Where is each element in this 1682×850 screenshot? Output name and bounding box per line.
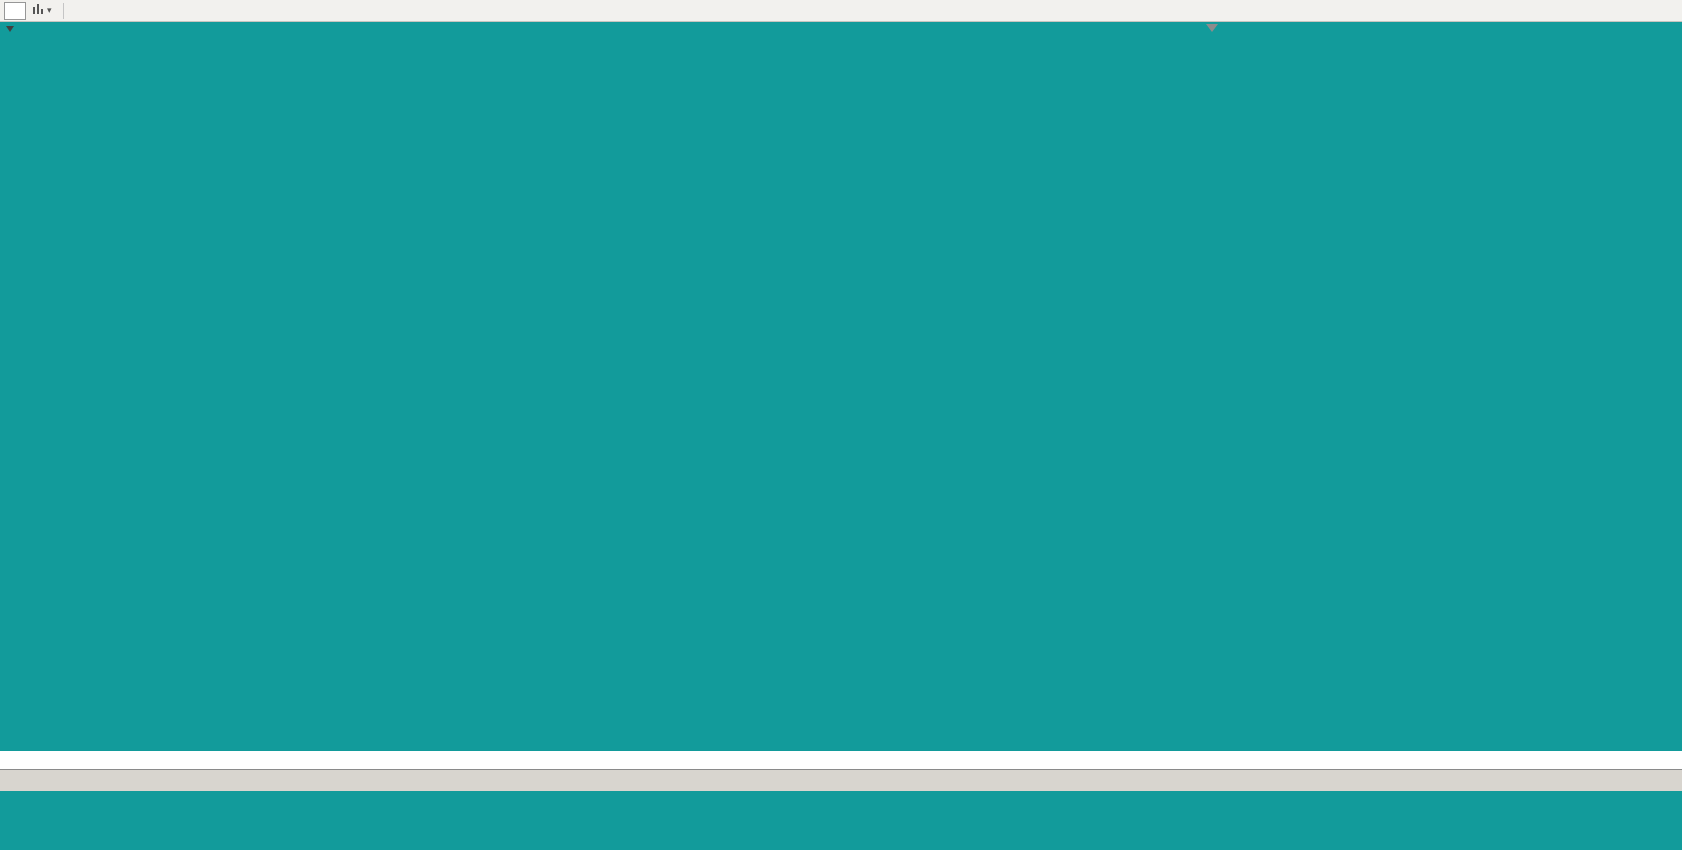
price-axis[interactable] xyxy=(1598,22,1682,751)
collapse-arrow-icon[interactable] xyxy=(6,26,14,32)
tab-bar xyxy=(0,769,1682,791)
time-axis[interactable] xyxy=(0,751,1682,769)
toolbar-separator xyxy=(62,2,64,19)
toolbar: ▾ xyxy=(0,0,1682,22)
chart-tools-button[interactable]: ▾ xyxy=(26,2,58,20)
chevron-down-icon: ▾ xyxy=(47,5,52,15)
text-tool-button[interactable] xyxy=(4,1,26,20)
chart-shift-marker-icon[interactable] xyxy=(1206,24,1218,32)
chart-ohlc-header xyxy=(6,26,59,32)
bars-icon xyxy=(32,3,44,18)
chart-canvas[interactable] xyxy=(0,22,1682,751)
